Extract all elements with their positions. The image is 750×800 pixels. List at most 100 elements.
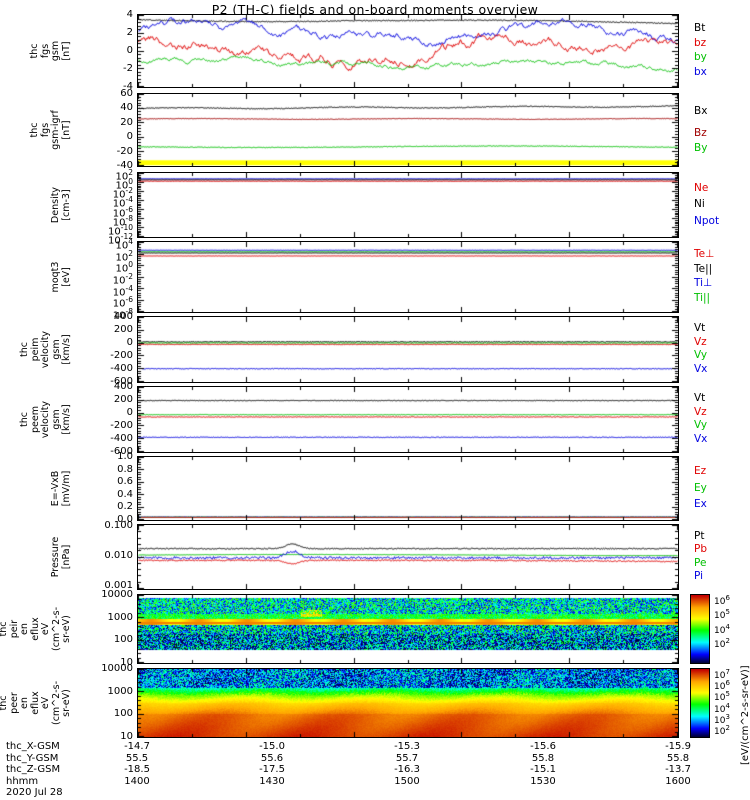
ytick-exponent: -8 <box>125 213 133 223</box>
ytick-fgs-gsm-igrf: 60 <box>120 88 133 99</box>
ytick-e-field: 0.6 <box>117 476 133 488</box>
ytick-mantissa: 10 <box>108 235 121 247</box>
legend-peim-velocity-Vy: Vy <box>694 349 708 362</box>
ytick-peer-spectrogram: 10 <box>120 731 133 742</box>
ytick-exponent: 2 <box>128 168 133 177</box>
ytick-e-field: 0.2 <box>117 501 133 513</box>
ytitle-line: velocity <box>39 400 51 439</box>
ytick-peim-velocity: 200 <box>113 324 133 335</box>
xaxis-tick-value: 55.8 <box>666 752 690 764</box>
ytitle-line: sr-eV) <box>60 689 72 717</box>
legend-peem-velocity-Vz: Vz <box>694 405 707 418</box>
legend-pressure-Pt: Pt <box>694 530 705 543</box>
xaxis-tick-value: -15.1 <box>530 764 556 775</box>
legend-peem-velocity-Vx: Vx <box>694 432 708 445</box>
ytick-fgs-gsm-igrf: -20 <box>116 145 133 157</box>
ytick-exponent: -12 <box>120 232 133 241</box>
plot-canvas-density <box>138 173 678 237</box>
cbtick-mantissa: 10 <box>714 671 726 681</box>
legend-fgs-gsm-igrf-By: By <box>694 141 708 154</box>
cbtick-exponent: 4 <box>725 622 730 631</box>
ytick-mantissa: 10 <box>112 198 126 210</box>
legend-pressure-Pb: Pb <box>694 543 707 556</box>
ytick-exponent: -4 <box>125 283 133 293</box>
ytick-mantissa: 10 <box>108 226 121 238</box>
xaxis-tick-value: -18.5 <box>124 764 150 775</box>
ytick-mantissa: 10 <box>115 251 129 263</box>
plot-canvas-moqt3 <box>138 242 678 312</box>
ytick-mantissa: 10 <box>115 180 129 192</box>
ytick-exponent: -6 <box>125 295 133 305</box>
ytick-peir-spectrogram: 10 <box>120 657 133 668</box>
cbtick-mantissa: 10 <box>714 625 726 636</box>
peir-colorbar-tick: 105 <box>714 608 730 621</box>
legend-pressure-Pe: Pe <box>694 556 707 569</box>
ytitle-line: eV <box>39 622 51 636</box>
legend-moqt3-Te: Te⊥ <box>694 248 715 261</box>
ytick-peem-velocity: 400 <box>113 381 133 392</box>
ytitle-density: Density [cm-3] <box>50 172 72 238</box>
ytick-e-field: 0.8 <box>117 463 133 475</box>
peir-colorbar-tick: 106 <box>714 594 730 607</box>
ytick-mantissa: 10 <box>115 171 129 183</box>
ytitle-line: (cm^2-s- <box>50 607 61 651</box>
ytick-fgs-gsm-igrf: 40 <box>120 102 133 114</box>
ytick-mantissa: 10 <box>112 217 126 229</box>
ytitle-peer-spectrogram: thc peer en eflux eV (cm^2-s-sr-eV) <box>0 668 72 738</box>
legend-fgs-gsm-bz: bz <box>694 36 707 49</box>
ytick-mantissa: 10 <box>115 263 129 275</box>
ytick-peir-spectrogram: 100 <box>113 634 133 646</box>
panel-peim-velocity <box>137 316 679 383</box>
legend-peem-velocity-Vy: Vy <box>694 419 708 432</box>
ytitle-line: gsm-igrf <box>50 110 61 150</box>
panel-fgs-gsm-igrf <box>137 93 679 167</box>
ytick-mantissa: 10 <box>112 207 126 219</box>
ytitle-line: peer <box>8 692 19 714</box>
cbtick-mantissa: 10 <box>714 727 726 737</box>
ytick-fgs-gsm: -2 <box>123 63 133 74</box>
ytick-pressure: 0.001 <box>104 580 133 591</box>
xaxis-tick-value: 1500 <box>394 775 420 787</box>
ytick-e-field: 0.0 <box>117 514 133 525</box>
ytitle-line: gsm <box>50 409 61 430</box>
ytitle-line: [nPa] <box>60 544 72 570</box>
ytitle-line: thc <box>29 122 40 138</box>
plot-canvas-fgs-gsm <box>138 15 678 87</box>
legend-density-Npot: Npot <box>694 214 720 227</box>
plot-canvas-peim-velocity <box>138 317 678 382</box>
xaxis-tick-value: 1430 <box>259 775 285 787</box>
ytick-density: 10-2 <box>113 186 133 200</box>
ytick-exponent: -2 <box>125 272 133 281</box>
ytitle-line: moqt3 <box>50 261 61 293</box>
ytick-exponent: 2 <box>128 248 133 258</box>
peer-colorbar-tick: 104 <box>714 702 730 715</box>
ytick-fgs-gsm: 4 <box>126 9 133 20</box>
ytitle-pressure: Pressure [nPa] <box>50 524 72 590</box>
ytick-fgs-gsm: 0 <box>126 45 133 56</box>
ytick-exponent: -10 <box>120 222 133 232</box>
ytitle-line: E=-VxB <box>50 470 61 507</box>
xaxis-row-label: thc_Y-GSM <box>6 752 59 764</box>
xaxis-tick-value: 55.7 <box>395 752 419 764</box>
plot-canvas-fgs-gsm-igrf <box>138 94 678 166</box>
ytick-peim-velocity: -400 <box>110 363 133 374</box>
ytitle-line: [eV] <box>60 267 72 287</box>
ytick-fgs-gsm-igrf: 20 <box>120 116 133 128</box>
xaxis-tick-value: -15.0 <box>259 741 285 752</box>
peir-colorbar-tick: 104 <box>714 623 730 636</box>
ytick-density: 102 <box>115 168 133 182</box>
ytick-exponent: -4 <box>125 195 133 205</box>
xaxis-tick-value: 1400 <box>124 775 150 787</box>
peir-colorbar-tick: 102 <box>714 637 730 650</box>
plot-canvas-peir-spectrogram <box>138 595 678 663</box>
ytick-peim-velocity: 0 <box>126 337 133 348</box>
ytitle-line: thc <box>29 43 40 59</box>
panel-pressure <box>137 524 679 590</box>
ytick-moqt3: 10-6 <box>113 295 133 309</box>
legend-fgs-gsm-igrf-Bx: Bx <box>694 104 708 117</box>
ytick-peim-velocity: 400 <box>113 311 133 322</box>
ytitle-line: peim <box>29 337 40 362</box>
legend-moqt3-Te: Te|| <box>694 262 713 275</box>
ytick-exponent: 0 <box>128 177 133 187</box>
